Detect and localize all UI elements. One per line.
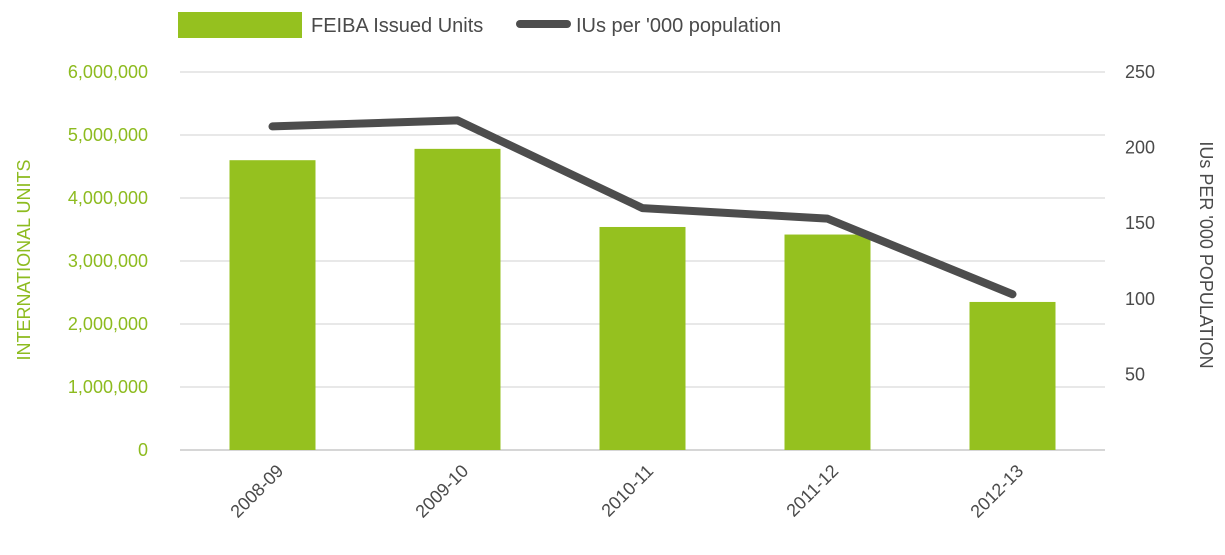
- left-tick-label: 0: [138, 440, 148, 460]
- x-tick-label: 2010-11: [597, 461, 657, 521]
- right-tick-label: 100: [1125, 289, 1155, 309]
- gridlines: [180, 71, 1105, 451]
- legend: FEIBA Issued Units IUs per '000 populati…: [178, 12, 781, 38]
- left-tick-label: 2,000,000: [68, 314, 148, 334]
- left-tick-label: 5,000,000: [68, 125, 148, 145]
- bar: [969, 301, 1056, 450]
- bar: [599, 226, 686, 450]
- line-series: [268, 116, 1017, 299]
- series-line: [268, 116, 1017, 299]
- left-tick-label: 3,000,000: [68, 251, 148, 271]
- left-axis-label: INTERNATIONAL UNITS: [14, 159, 34, 360]
- right-tick-label: 50: [1125, 364, 1145, 384]
- right-tick-label: 250: [1125, 62, 1155, 82]
- legend-label-bars: FEIBA Issued Units: [311, 15, 483, 37]
- bar: [229, 160, 316, 450]
- left-tick-label: 4,000,000: [68, 188, 148, 208]
- left-tick-label: 1,000,000: [68, 377, 148, 397]
- right-axis-label: IUs PER '000 POPULATION: [1196, 141, 1216, 368]
- right-tick-label: 150: [1125, 213, 1155, 233]
- x-tick-label: 2009-10: [411, 461, 472, 522]
- x-tick-label: 2012-13: [966, 461, 1027, 522]
- right-axis-ticks: 50 100 150 200 250: [1125, 62, 1155, 384]
- x-tick-label: 2011-12: [782, 461, 842, 521]
- left-axis-ticks: 0 1,000,000 2,000,000 3,000,000 4,000,000 5,0…: [68, 62, 148, 460]
- x-tick-label: 2008-09: [226, 461, 287, 522]
- bar: [784, 234, 871, 450]
- x-axis-ticks: 2008-09 2009-10 2010-11 2011-12 2012-13: [226, 461, 1027, 522]
- legend-swatch-bars: [178, 12, 302, 38]
- bar-series: [229, 148, 1056, 451]
- legend-label-line: IUs per '000 population: [576, 15, 781, 37]
- bar: [414, 148, 501, 451]
- right-tick-label: 200: [1125, 138, 1155, 158]
- left-tick-label: 6,000,000: [68, 62, 148, 82]
